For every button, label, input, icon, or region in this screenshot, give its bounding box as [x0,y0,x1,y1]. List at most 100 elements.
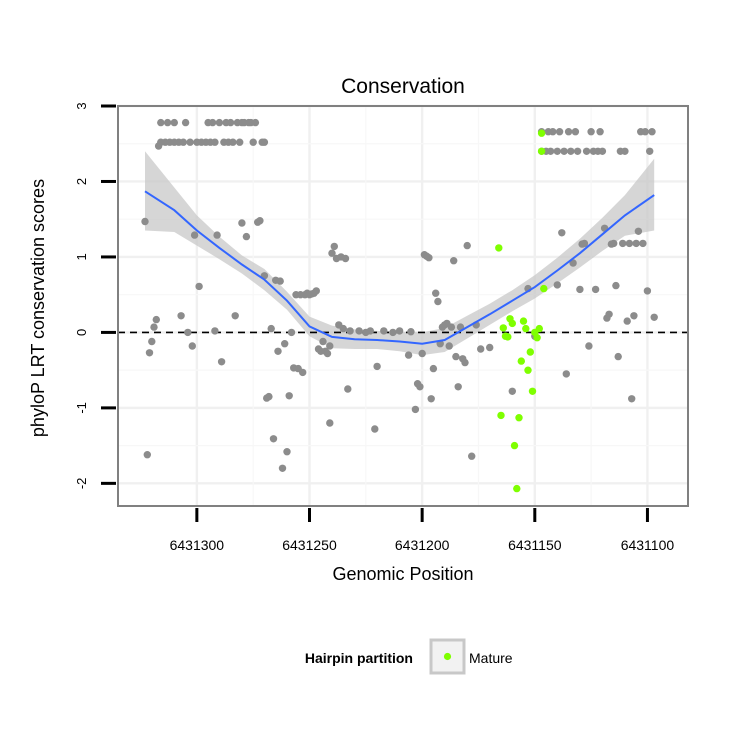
point-other-112 [429,364,438,373]
point-other-173 [623,317,631,325]
point-other-174 [625,239,634,248]
y-tick-label-1: -1 [74,402,89,414]
point-other-176 [630,312,638,320]
y-axis-label: phyloP LRT conservation scores [28,179,48,437]
point-other-62 [278,464,287,472]
point-other-106 [416,383,424,391]
y-tick-label-3: 1 [74,253,89,260]
point-mature-15 [528,387,537,395]
point-other-128 [468,452,476,460]
point-other-61 [276,277,284,285]
point-other-104 [411,405,420,414]
point-mature-21 [540,284,548,293]
point-other-180 [639,239,647,248]
point-other-15 [177,312,185,320]
point-other-183 [646,147,654,155]
point-other-23 [195,282,203,291]
point-other-19 [186,138,194,146]
point-other-139 [546,147,555,155]
point-other-4 [150,323,158,331]
point-other-91 [341,254,350,263]
point-mature-17 [533,334,541,342]
point-other-85 [328,249,336,257]
point-other-48 [249,138,257,146]
point-other-56 [265,392,273,401]
x-tick-label-4: 6431100 [621,537,675,553]
point-other-132 [508,387,516,395]
point-other-57 [267,324,275,333]
point-other-146 [562,370,570,378]
point-mature-1 [497,411,505,420]
point-other-103 [407,328,415,336]
point-mature-2 [499,324,507,332]
point-mature-19 [537,129,546,137]
point-other-83 [326,342,334,350]
point-other-100 [389,328,397,337]
point-other-141 [553,281,561,289]
point-other-38 [229,138,237,146]
point-other-30 [211,138,219,146]
point-other-8 [157,118,165,127]
y-tick-label-0: -2 [74,478,89,490]
point-other-151 [573,147,582,155]
point-other-32 [215,118,224,127]
point-other-82 [323,349,332,358]
plot-layer: 6431300 6431250 6431200 6431150 6431100 -2 -1 0… [74,102,689,553]
point-other-0 [141,217,149,226]
point-other-126 [461,358,469,367]
legend-title: Hairpin partition [305,650,413,666]
point-other-41 [236,138,244,146]
point-other-111 [427,395,435,403]
point-other-96 [366,327,374,335]
point-other-94 [355,327,363,335]
point-other-17 [181,118,190,127]
point-other-184 [648,128,656,136]
point-mature-14 [526,348,534,356]
point-other-53 [260,138,269,146]
point-other-43 [238,219,246,227]
point-mature-6 [508,319,516,328]
point-other-49 [251,118,260,127]
x-tick-label-0: 6431300 [170,537,225,553]
point-other-29 [211,327,219,335]
point-mature-12 [522,324,530,333]
point-other-161 [596,128,604,136]
plot-panel-border [117,105,689,507]
point-other-127 [463,241,471,250]
point-other-102 [404,351,413,359]
point-other-101 [395,327,404,335]
point-other-159 [591,285,600,294]
legend-label-mature: Mature [469,650,513,666]
x-tick-label-3: 6431150 [508,537,562,553]
point-other-60 [274,347,282,355]
point-mature-9 [515,414,523,422]
point-other-64 [283,448,291,456]
legend: Hairpin partition Mature [305,638,513,675]
point-mature-0 [495,244,503,252]
point-other-3 [148,337,156,346]
point-other-90 [339,324,347,333]
point-other-156 [585,342,593,350]
point-other-121 [450,257,458,265]
point-other-77 [312,287,320,295]
point-other-175 [628,395,636,403]
point-other-130 [477,345,485,353]
point-other-21 [190,231,199,239]
point-other-167 [610,239,618,248]
point-other-157 [587,128,595,136]
point-mature-20 [537,147,546,155]
point-other-1 [143,451,151,459]
point-other-97 [371,425,379,433]
chart-title: Conservation [341,75,465,98]
point-other-99 [380,327,388,335]
point-other-92 [344,385,352,393]
point-other-147 [564,128,573,136]
point-mature-18 [535,324,543,333]
y-tick-label-2: 0 [74,329,89,336]
point-other-45 [242,232,251,241]
point-other-172 [621,147,629,155]
point-other-80 [319,337,327,346]
point-other-114 [434,297,442,306]
